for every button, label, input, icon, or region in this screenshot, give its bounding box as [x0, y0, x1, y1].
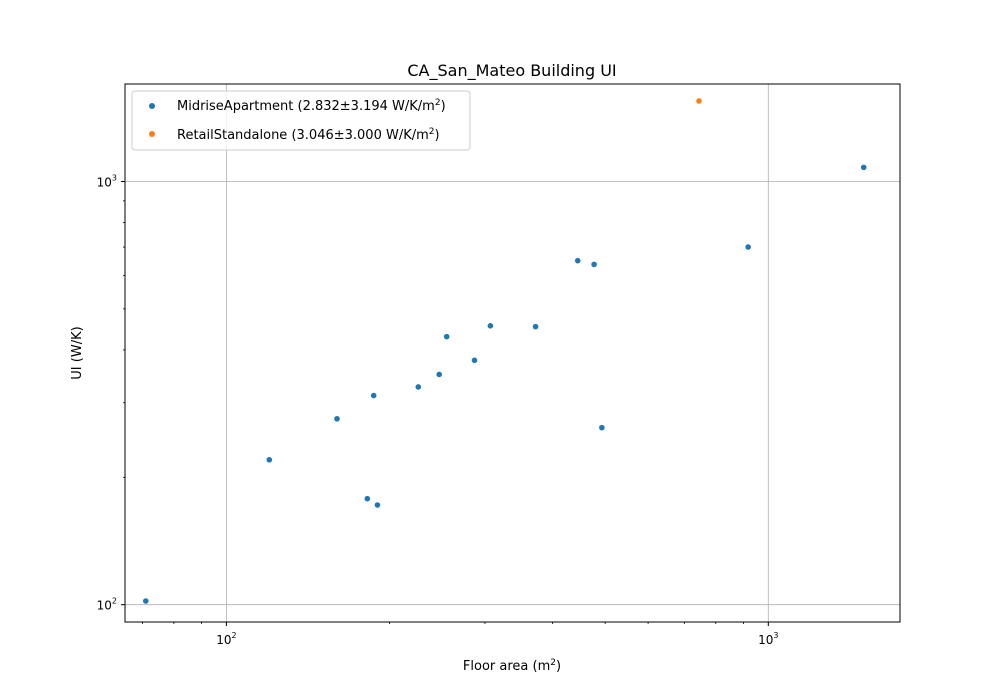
data-point — [574, 257, 581, 264]
chart-title: CA_San_Mateo Building UI — [407, 61, 616, 81]
legend-label-midrise-apartment: MidriseApartment (2.832±3.194 W/K/m2) — [177, 98, 446, 114]
data-points — [142, 98, 867, 604]
data-point — [334, 415, 340, 422]
data-point — [364, 495, 371, 502]
data-point — [436, 371, 442, 378]
data-point — [696, 98, 702, 104]
data-point — [599, 424, 605, 431]
x-axis-label: Floor area (m2) — [463, 658, 561, 674]
legend-label-retail-standalone: RetailStandalone (3.046±3.000 W/K/m2) — [177, 127, 440, 143]
grid — [125, 84, 900, 622]
data-point — [745, 244, 751, 250]
legend: MidriseApartment (2.832±3.194 W/K/m2) Re… — [131, 90, 471, 151]
plot-frame — [124, 83, 901, 623]
data-point — [374, 502, 381, 508]
y-tick-label: 103 — [97, 174, 117, 190]
axis-ticks: 102 103 102 103 — [97, 174, 779, 647]
data-point — [591, 261, 597, 268]
x-tick-label: 102 — [216, 631, 236, 647]
data-point — [443, 333, 450, 340]
y-axis-label: UI (W/K) — [70, 326, 85, 379]
data-point — [471, 357, 478, 364]
legend-marker-midrise-apartment — [149, 103, 155, 109]
y-tick-label: 102 — [97, 597, 117, 613]
legend-marker-retail-standalone — [149, 131, 155, 137]
legend-box — [131, 90, 471, 151]
data-point — [487, 323, 494, 329]
data-point — [370, 392, 377, 399]
data-point — [415, 384, 422, 390]
data-point — [142, 598, 149, 604]
data-point — [860, 164, 867, 171]
x-tick-label: 103 — [758, 631, 778, 647]
data-point — [266, 456, 273, 463]
data-point — [532, 323, 539, 330]
